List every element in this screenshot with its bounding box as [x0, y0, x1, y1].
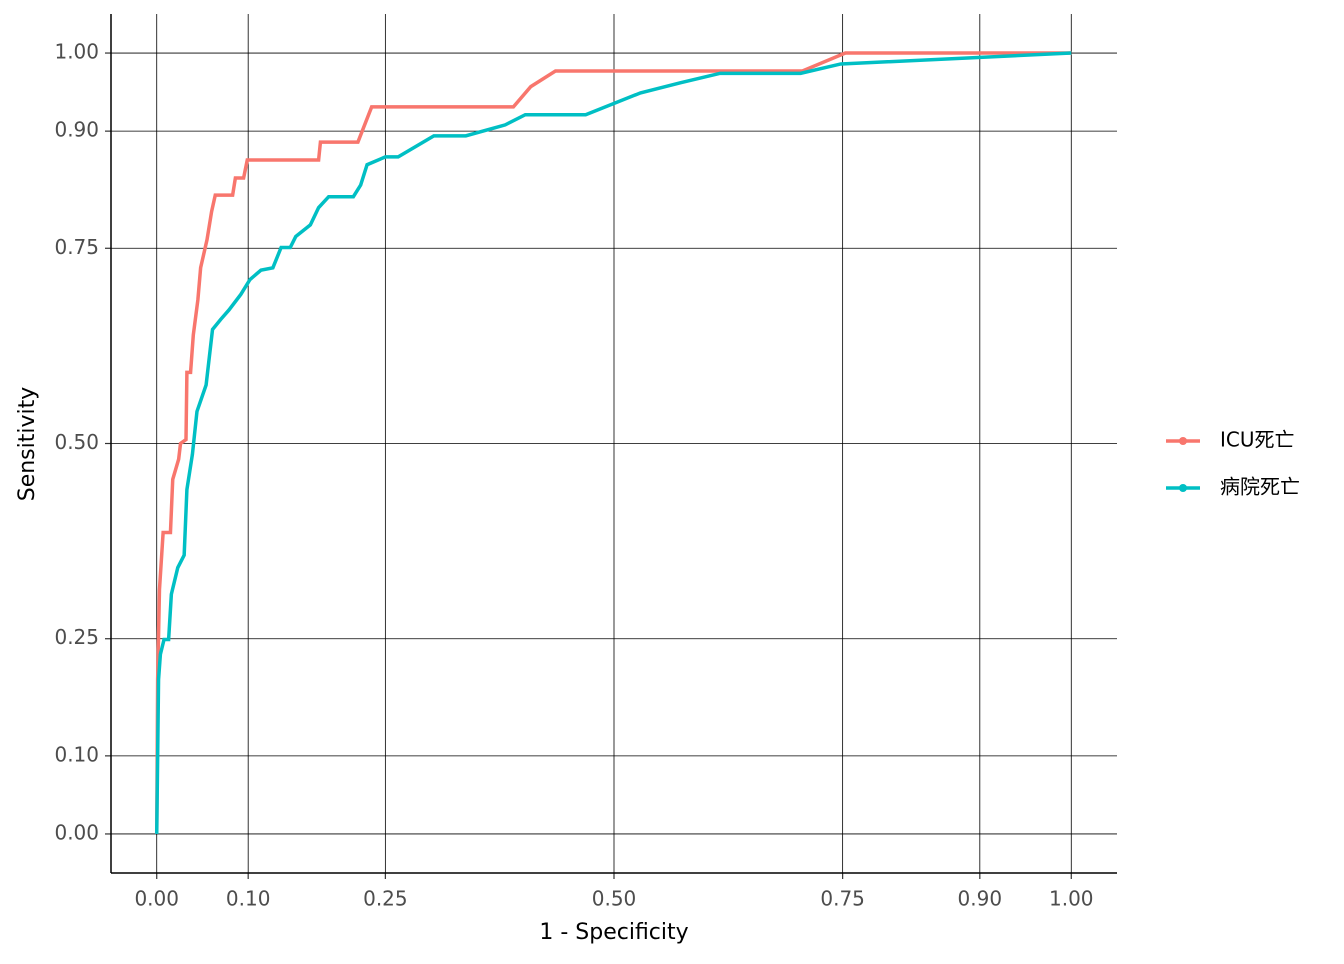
legend-key-dot: [1179, 437, 1187, 445]
legend-key-dot: [1179, 484, 1187, 492]
y-tick-label: 0.90: [54, 118, 99, 142]
y-axis-title: Sensitivity: [15, 387, 40, 502]
y-tick-label: 0.25: [54, 625, 99, 649]
y-tick-label: 0.10: [54, 742, 99, 766]
x-tick-label: 1.00: [1049, 887, 1094, 911]
roc-line: [154, 51, 1072, 834]
x-tick-label: 0.90: [958, 887, 1003, 911]
x-tick-label: 0.75: [820, 887, 865, 911]
y-tick-label: 0.50: [54, 430, 99, 454]
x-tick-label: 0.10: [226, 887, 271, 911]
y-tick-label: 0.75: [54, 235, 99, 259]
x-axis-title: 1 - Specificity: [539, 920, 688, 945]
y-tick-label: 1.00: [54, 40, 99, 64]
x-tick-label: 0.25: [363, 887, 408, 911]
roc-line: [154, 51, 1072, 834]
x-tick-label: 0.00: [134, 887, 179, 911]
legend-label: 病院死亡: [1220, 475, 1300, 499]
y-tick-label: 0.00: [54, 820, 99, 844]
legend-label: ICU死亡: [1220, 428, 1295, 452]
x-tick-label: 0.50: [592, 887, 637, 911]
